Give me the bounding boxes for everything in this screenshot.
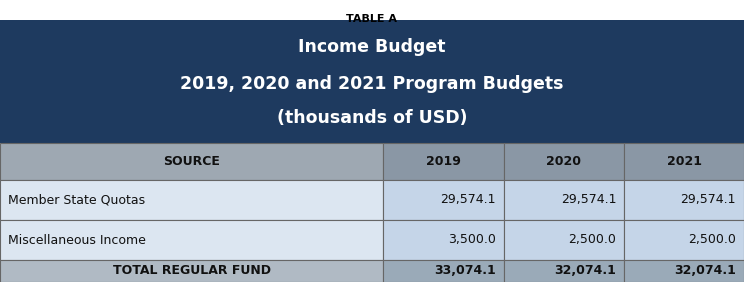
Bar bbox=[383, 180, 504, 220]
Text: 2019: 2019 bbox=[426, 155, 461, 168]
Bar bbox=[0, 143, 383, 180]
Bar bbox=[504, 180, 624, 220]
Text: 2019, 2020 and 2021 Program Budgets: 2019, 2020 and 2021 Program Budgets bbox=[180, 75, 564, 93]
Text: SOURCE: SOURCE bbox=[163, 155, 220, 168]
Text: 2,500.0: 2,500.0 bbox=[688, 233, 736, 246]
Bar bbox=[383, 220, 504, 260]
Bar bbox=[504, 143, 624, 180]
Bar bbox=[624, 180, 744, 220]
Bar bbox=[624, 220, 744, 260]
Text: 29,574.1: 29,574.1 bbox=[440, 193, 496, 206]
Text: (thousands of USD): (thousands of USD) bbox=[277, 109, 467, 127]
Bar bbox=[0, 180, 383, 220]
Text: 3,500.0: 3,500.0 bbox=[448, 233, 496, 246]
Bar bbox=[504, 220, 624, 260]
Text: 2,500.0: 2,500.0 bbox=[568, 233, 616, 246]
Bar bbox=[624, 260, 744, 282]
Bar bbox=[504, 260, 624, 282]
Bar bbox=[383, 260, 504, 282]
Bar bbox=[0, 220, 383, 260]
Text: 29,574.1: 29,574.1 bbox=[681, 193, 736, 206]
Text: 2021: 2021 bbox=[667, 155, 702, 168]
Bar bbox=[0, 20, 744, 143]
Text: 29,574.1: 29,574.1 bbox=[561, 193, 616, 206]
Text: 32,074.1: 32,074.1 bbox=[674, 265, 736, 277]
Text: 33,074.1: 33,074.1 bbox=[434, 265, 496, 277]
Text: TOTAL REGULAR FUND: TOTAL REGULAR FUND bbox=[112, 265, 271, 277]
Bar bbox=[624, 143, 744, 180]
Text: Member State Quotas: Member State Quotas bbox=[8, 193, 145, 206]
Text: 32,074.1: 32,074.1 bbox=[554, 265, 616, 277]
Bar bbox=[383, 143, 504, 180]
Text: Income Budget: Income Budget bbox=[298, 38, 446, 56]
Text: 2020: 2020 bbox=[546, 155, 582, 168]
Bar bbox=[0, 260, 383, 282]
Text: TABLE A: TABLE A bbox=[347, 14, 397, 24]
Text: Miscellaneous Income: Miscellaneous Income bbox=[8, 233, 146, 246]
